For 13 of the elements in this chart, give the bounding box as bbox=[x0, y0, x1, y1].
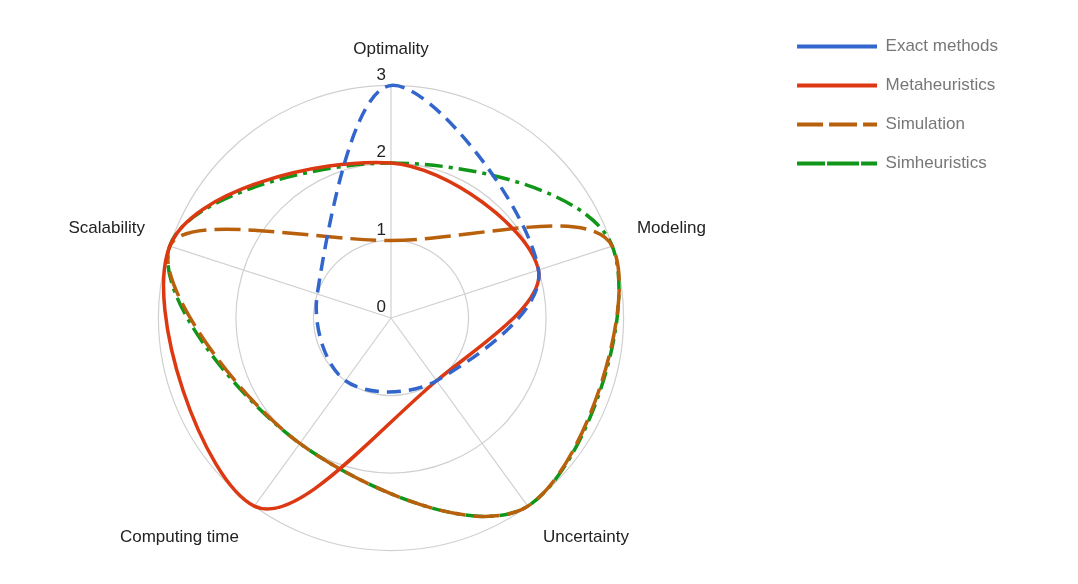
y-tick-label: 2 bbox=[376, 142, 386, 162]
legend-label: Simulation bbox=[885, 114, 965, 134]
spoke-label: Modeling bbox=[636, 217, 706, 237]
legend-label: Simheuristics bbox=[885, 153, 987, 173]
legend-label: Exact methods bbox=[885, 36, 999, 56]
spoke-label: Optimality bbox=[353, 38, 430, 58]
spoke-label: Scalability bbox=[68, 217, 146, 237]
legend-label: Metaheuristics bbox=[885, 75, 996, 95]
y-tick-label: 3 bbox=[376, 64, 386, 84]
spoke-label: Uncertainty bbox=[543, 527, 630, 547]
y-tick-label: 0 bbox=[376, 297, 386, 317]
spoke-label: Computing time bbox=[119, 527, 239, 547]
y-tick-label: 1 bbox=[376, 219, 386, 239]
